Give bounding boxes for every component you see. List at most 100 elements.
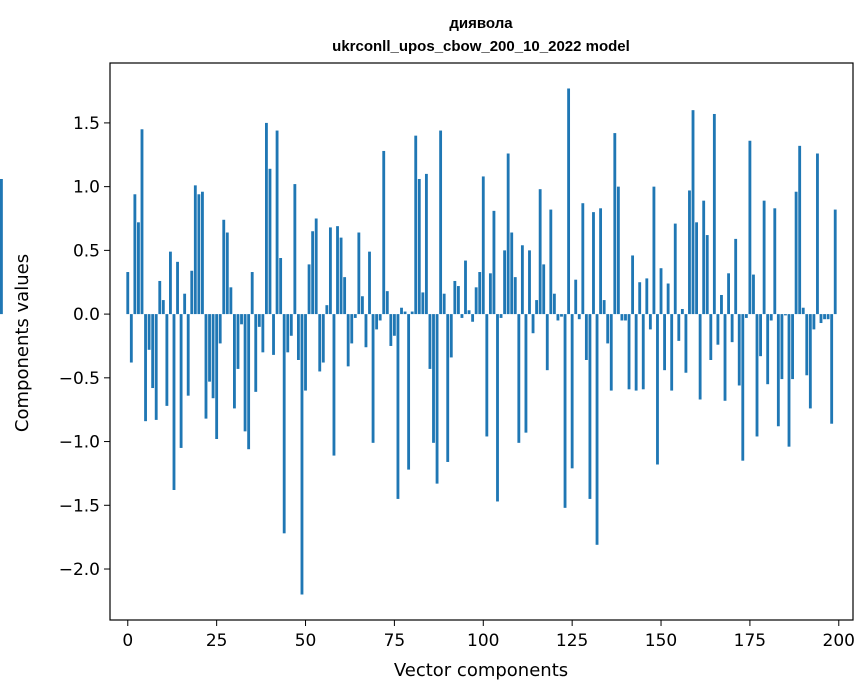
y-axis-ticks: −2.0 −1.5 −1.0 −0.5 0.0 0.5 1.0 1.5 [59, 114, 110, 580]
bar [545, 314, 549, 371]
bar [133, 194, 137, 315]
bar [780, 314, 784, 380]
bar [382, 150, 386, 315]
bar [492, 210, 496, 315]
bar [240, 314, 243, 325]
bar [364, 314, 368, 348]
bar [186, 314, 190, 396]
bar [695, 222, 698, 315]
bar [236, 314, 240, 369]
bar [613, 133, 617, 315]
bar [375, 314, 379, 330]
bar [464, 260, 467, 315]
bar [428, 314, 432, 369]
bar [542, 264, 546, 315]
bar [353, 314, 357, 318]
bar [556, 314, 560, 321]
y-tick-label: −2.0 [59, 560, 100, 580]
bar [467, 310, 471, 315]
x-tick-label: 50 [295, 631, 317, 651]
bar [680, 309, 684, 315]
x-tick-label: 25 [206, 631, 228, 651]
bar [666, 283, 670, 315]
bar [503, 250, 507, 315]
bar [595, 314, 599, 545]
bar [744, 314, 748, 318]
bar [752, 274, 755, 315]
bar [169, 251, 172, 315]
bar [339, 237, 343, 315]
bar [403, 311, 407, 315]
bars-group [0, 88, 837, 595]
bar [496, 314, 499, 502]
bar [524, 314, 528, 433]
bar [161, 300, 165, 315]
bar [563, 314, 567, 508]
bar [218, 314, 222, 344]
bar [688, 190, 691, 315]
bar [833, 209, 837, 315]
bar [129, 314, 133, 363]
y-tick-label: 1.5 [73, 114, 100, 134]
bar [702, 200, 706, 315]
bar [435, 314, 439, 484]
x-axis-ticks: 0 25 50 75 100 125 150 175 200 [122, 620, 855, 651]
bar [343, 277, 347, 315]
bar [368, 251, 371, 315]
bar [560, 314, 563, 317]
bar [311, 231, 315, 315]
bar [208, 314, 211, 382]
y-axis-label: Components values [12, 254, 33, 432]
bar [602, 300, 606, 315]
bar [773, 208, 777, 315]
bar [620, 314, 624, 321]
bar [549, 209, 553, 315]
bar [350, 314, 354, 344]
bar [137, 222, 140, 315]
bar [321, 314, 325, 363]
bar [471, 314, 475, 322]
bar [336, 226, 339, 315]
x-tick-label: 100 [467, 631, 499, 651]
bar [0, 178, 3, 315]
bar [279, 258, 283, 315]
bar [211, 314, 215, 399]
bar [172, 314, 176, 490]
bar [474, 287, 478, 315]
bar [268, 168, 272, 315]
bar [634, 314, 638, 391]
bar [581, 203, 585, 315]
bar [748, 140, 752, 315]
bar [730, 314, 734, 343]
bar [734, 238, 738, 315]
bar [325, 305, 329, 315]
chart-title: диявола [449, 15, 513, 32]
x-tick-label: 150 [645, 631, 677, 651]
x-tick-label: 0 [122, 631, 133, 651]
bar [656, 314, 659, 465]
bar [830, 314, 834, 424]
bar [606, 314, 610, 344]
bar [762, 200, 766, 315]
chart-subtitle: ukrconll_upos_cbow_200_10_2022 model [332, 38, 630, 55]
bar [517, 314, 521, 443]
bar [709, 314, 713, 360]
bar [204, 314, 208, 419]
bar [741, 314, 745, 461]
bar [584, 314, 588, 360]
bar [577, 314, 581, 320]
bar [812, 314, 816, 330]
bar [328, 227, 332, 315]
bar [720, 294, 723, 315]
bar [410, 311, 414, 315]
bar [247, 314, 251, 450]
bar [592, 212, 595, 315]
bar [727, 273, 730, 315]
bar [784, 314, 787, 316]
bar [798, 145, 802, 315]
bar [716, 314, 720, 345]
bar [659, 268, 663, 315]
bar [588, 314, 592, 499]
bar [638, 282, 642, 315]
bar [609, 314, 613, 391]
